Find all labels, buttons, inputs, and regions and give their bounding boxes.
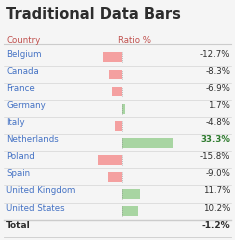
Text: 33.3%: 33.3% (200, 135, 230, 144)
Text: United States: United States (6, 204, 65, 212)
Bar (110, 70, 122, 79)
Bar (103, 52, 122, 62)
Text: -1.2%: -1.2% (201, 221, 230, 230)
Text: Poland: Poland (6, 152, 35, 161)
Text: 11.7%: 11.7% (203, 186, 230, 195)
Text: Total: Total (6, 221, 31, 230)
Text: 10.2%: 10.2% (203, 204, 230, 212)
Text: Belgium: Belgium (6, 50, 42, 59)
Text: -9.0%: -9.0% (205, 169, 230, 178)
Text: -8.3%: -8.3% (205, 67, 230, 76)
Bar (122, 206, 138, 216)
Text: Italy: Italy (6, 118, 25, 127)
Bar (112, 87, 122, 96)
Text: United Kingdom: United Kingdom (6, 186, 75, 195)
Text: Netherlands: Netherlands (6, 135, 59, 144)
Bar (115, 121, 122, 131)
Text: -12.7%: -12.7% (200, 50, 230, 59)
Text: Germany: Germany (6, 101, 46, 110)
Bar (122, 104, 125, 114)
Text: France: France (6, 84, 35, 93)
Bar (122, 189, 140, 199)
Text: -15.8%: -15.8% (200, 152, 230, 161)
Text: Canada: Canada (6, 67, 39, 76)
Text: -4.8%: -4.8% (205, 118, 230, 127)
Text: Country: Country (6, 36, 40, 45)
Text: Spain: Spain (6, 169, 30, 178)
Bar (122, 138, 173, 148)
Text: 1.7%: 1.7% (208, 101, 230, 110)
Bar (108, 172, 122, 182)
Text: -6.9%: -6.9% (205, 84, 230, 93)
Text: Ratio %: Ratio % (118, 36, 150, 45)
Bar (98, 155, 122, 165)
Text: Traditional Data Bars: Traditional Data Bars (6, 7, 181, 22)
